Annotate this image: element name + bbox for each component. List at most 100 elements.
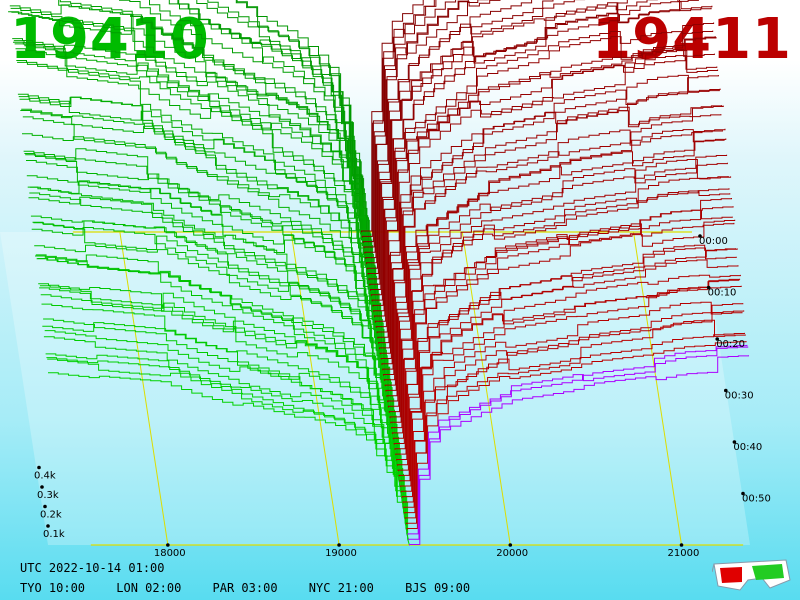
bid-depth-line — [30, 186, 392, 429]
bid-depth-line — [16, 60, 379, 339]
ask-depth-line — [373, 30, 714, 313]
ask-depth-line — [403, 303, 744, 509]
ask-depth-line — [386, 138, 727, 397]
bid-depth-line — [149, 0, 368, 270]
ask-series — [361, 0, 749, 546]
axis-labels: 18000 19000 20000 21000 0.1k 0.2k 0.3k 0.4k 00:0… — [34, 234, 771, 559]
bid-depth-line — [21, 108, 383, 370]
time-tick-mark — [741, 491, 745, 496]
3d-glasses-icon[interactable] — [712, 558, 792, 592]
ask-depth-line — [372, 1, 713, 307]
time-tick-label: 00:20 — [716, 339, 745, 350]
time-tick-label: 00:10 — [708, 288, 737, 299]
time-tick-mark — [732, 440, 737, 444]
ask-depth-line — [361, 0, 435, 238]
bid-depth-line — [41, 303, 404, 503]
ask-depth-line — [391, 198, 732, 435]
ask-depth-line — [399, 279, 740, 482]
y-tick-mark — [43, 504, 47, 509]
ask-depth-line — [387, 162, 728, 408]
time-tick-mark — [715, 337, 719, 341]
bid-depth-line — [29, 192, 392, 424]
bid-depth-line — [9, 4, 372, 296]
bid-depth-line — [38, 283, 401, 482]
bid-depth-line — [43, 336, 406, 519]
bid-series — [8, 0, 410, 546]
bid-depth-line — [14, 43, 377, 328]
ask-depth-line — [370, 0, 628, 291]
ask-depth-line — [376, 37, 717, 334]
ask-depth-line — [364, 0, 489, 254]
bid-depth-line — [35, 254, 398, 466]
x-tick-mark-20000 — [508, 543, 513, 547]
city-times: TYO 10:00 LON 02:00 PAR 03:00 NYC 21:00 … — [20, 581, 494, 595]
ask-depth-line — [378, 75, 719, 350]
ask-depth-line — [380, 88, 721, 360]
bid-depth-line — [44, 330, 407, 524]
bid-depth-line — [22, 116, 385, 381]
bid-depth-line — [119, 0, 369, 275]
y-tick-mark — [40, 485, 44, 489]
ask-depth-line — [361, 0, 424, 233]
city-time-lon: LON 02:00 — [116, 581, 182, 595]
grid-line-x-21000 — [633, 231, 683, 546]
bid-depth-line — [236, 0, 363, 238]
ask-depth-line — [407, 344, 748, 535]
time-tick-mark — [724, 388, 728, 393]
bid-depth-line — [196, 0, 364, 243]
ask-depth-line — [405, 332, 745, 519]
bid-depth-line — [39, 285, 402, 493]
x-tick-mark-19000 — [337, 543, 341, 547]
ask-depth-line — [369, 0, 709, 286]
ask-depth-line — [388, 159, 729, 413]
ask-depth-line — [395, 219, 736, 456]
bid-depth-line — [27, 180, 390, 413]
bid-depth-line — [24, 148, 387, 392]
grid-line-x-18000 — [119, 231, 169, 546]
ask-depth-line — [397, 248, 738, 472]
ask-depth-line — [371, 7, 712, 302]
bid-depth-line — [40, 294, 403, 498]
x-tick-label: 20000 — [496, 548, 528, 559]
ask-depth-line — [396, 244, 736, 461]
x-tick-mark-18000 — [166, 543, 170, 547]
time-tick-mark — [698, 234, 702, 238]
bid-depth-line — [235, 0, 362, 233]
city-time-bjs: BJS 09:00 — [405, 581, 471, 595]
ask-depth-line — [370, 0, 680, 297]
bid-depth-line — [42, 322, 405, 509]
bid-depth-line — [207, 0, 365, 248]
ask-depth-line — [378, 50, 719, 344]
ask-depth-line — [367, 0, 554, 275]
ask-depth-line — [394, 222, 735, 450]
bid-depth-line — [58, 0, 370, 280]
ask-depth-line — [381, 110, 722, 366]
bid-depth-line — [13, 40, 376, 323]
ask-depth-line — [383, 105, 724, 381]
ask-depth-line — [374, 22, 715, 318]
bid-depth-line — [35, 254, 397, 461]
ask-depth-line — [368, 0, 586, 281]
y-tick-label: 0.3k — [37, 490, 59, 501]
bid-depth-line — [11, 11, 374, 307]
ask-depth-line — [365, 0, 469, 259]
bid-depth-line — [45, 353, 408, 530]
y-tick-mark — [46, 524, 50, 528]
ask-depth-line — [374, 49, 715, 323]
bid-depth-line — [59, 0, 371, 291]
bid-depth-line — [17, 61, 379, 344]
time-tick-mark — [706, 285, 711, 290]
ask-depth-line — [385, 128, 726, 392]
ask-depth-line — [401, 285, 742, 498]
bid-depth-line — [19, 96, 382, 360]
x-tick-label: 21000 — [668, 548, 700, 559]
bid-depth-line — [178, 0, 366, 259]
ask-depth-line — [398, 259, 739, 477]
time-tick-label: 00:00 — [699, 236, 728, 247]
bid-depth-line — [46, 357, 409, 535]
ask-depth-line — [375, 36, 716, 328]
ask-depth-line — [409, 355, 749, 546]
city-time-tyo: TYO 10:00 — [20, 581, 86, 595]
time-tick-label: 00:50 — [742, 494, 771, 505]
bid-depth-line — [25, 154, 388, 397]
